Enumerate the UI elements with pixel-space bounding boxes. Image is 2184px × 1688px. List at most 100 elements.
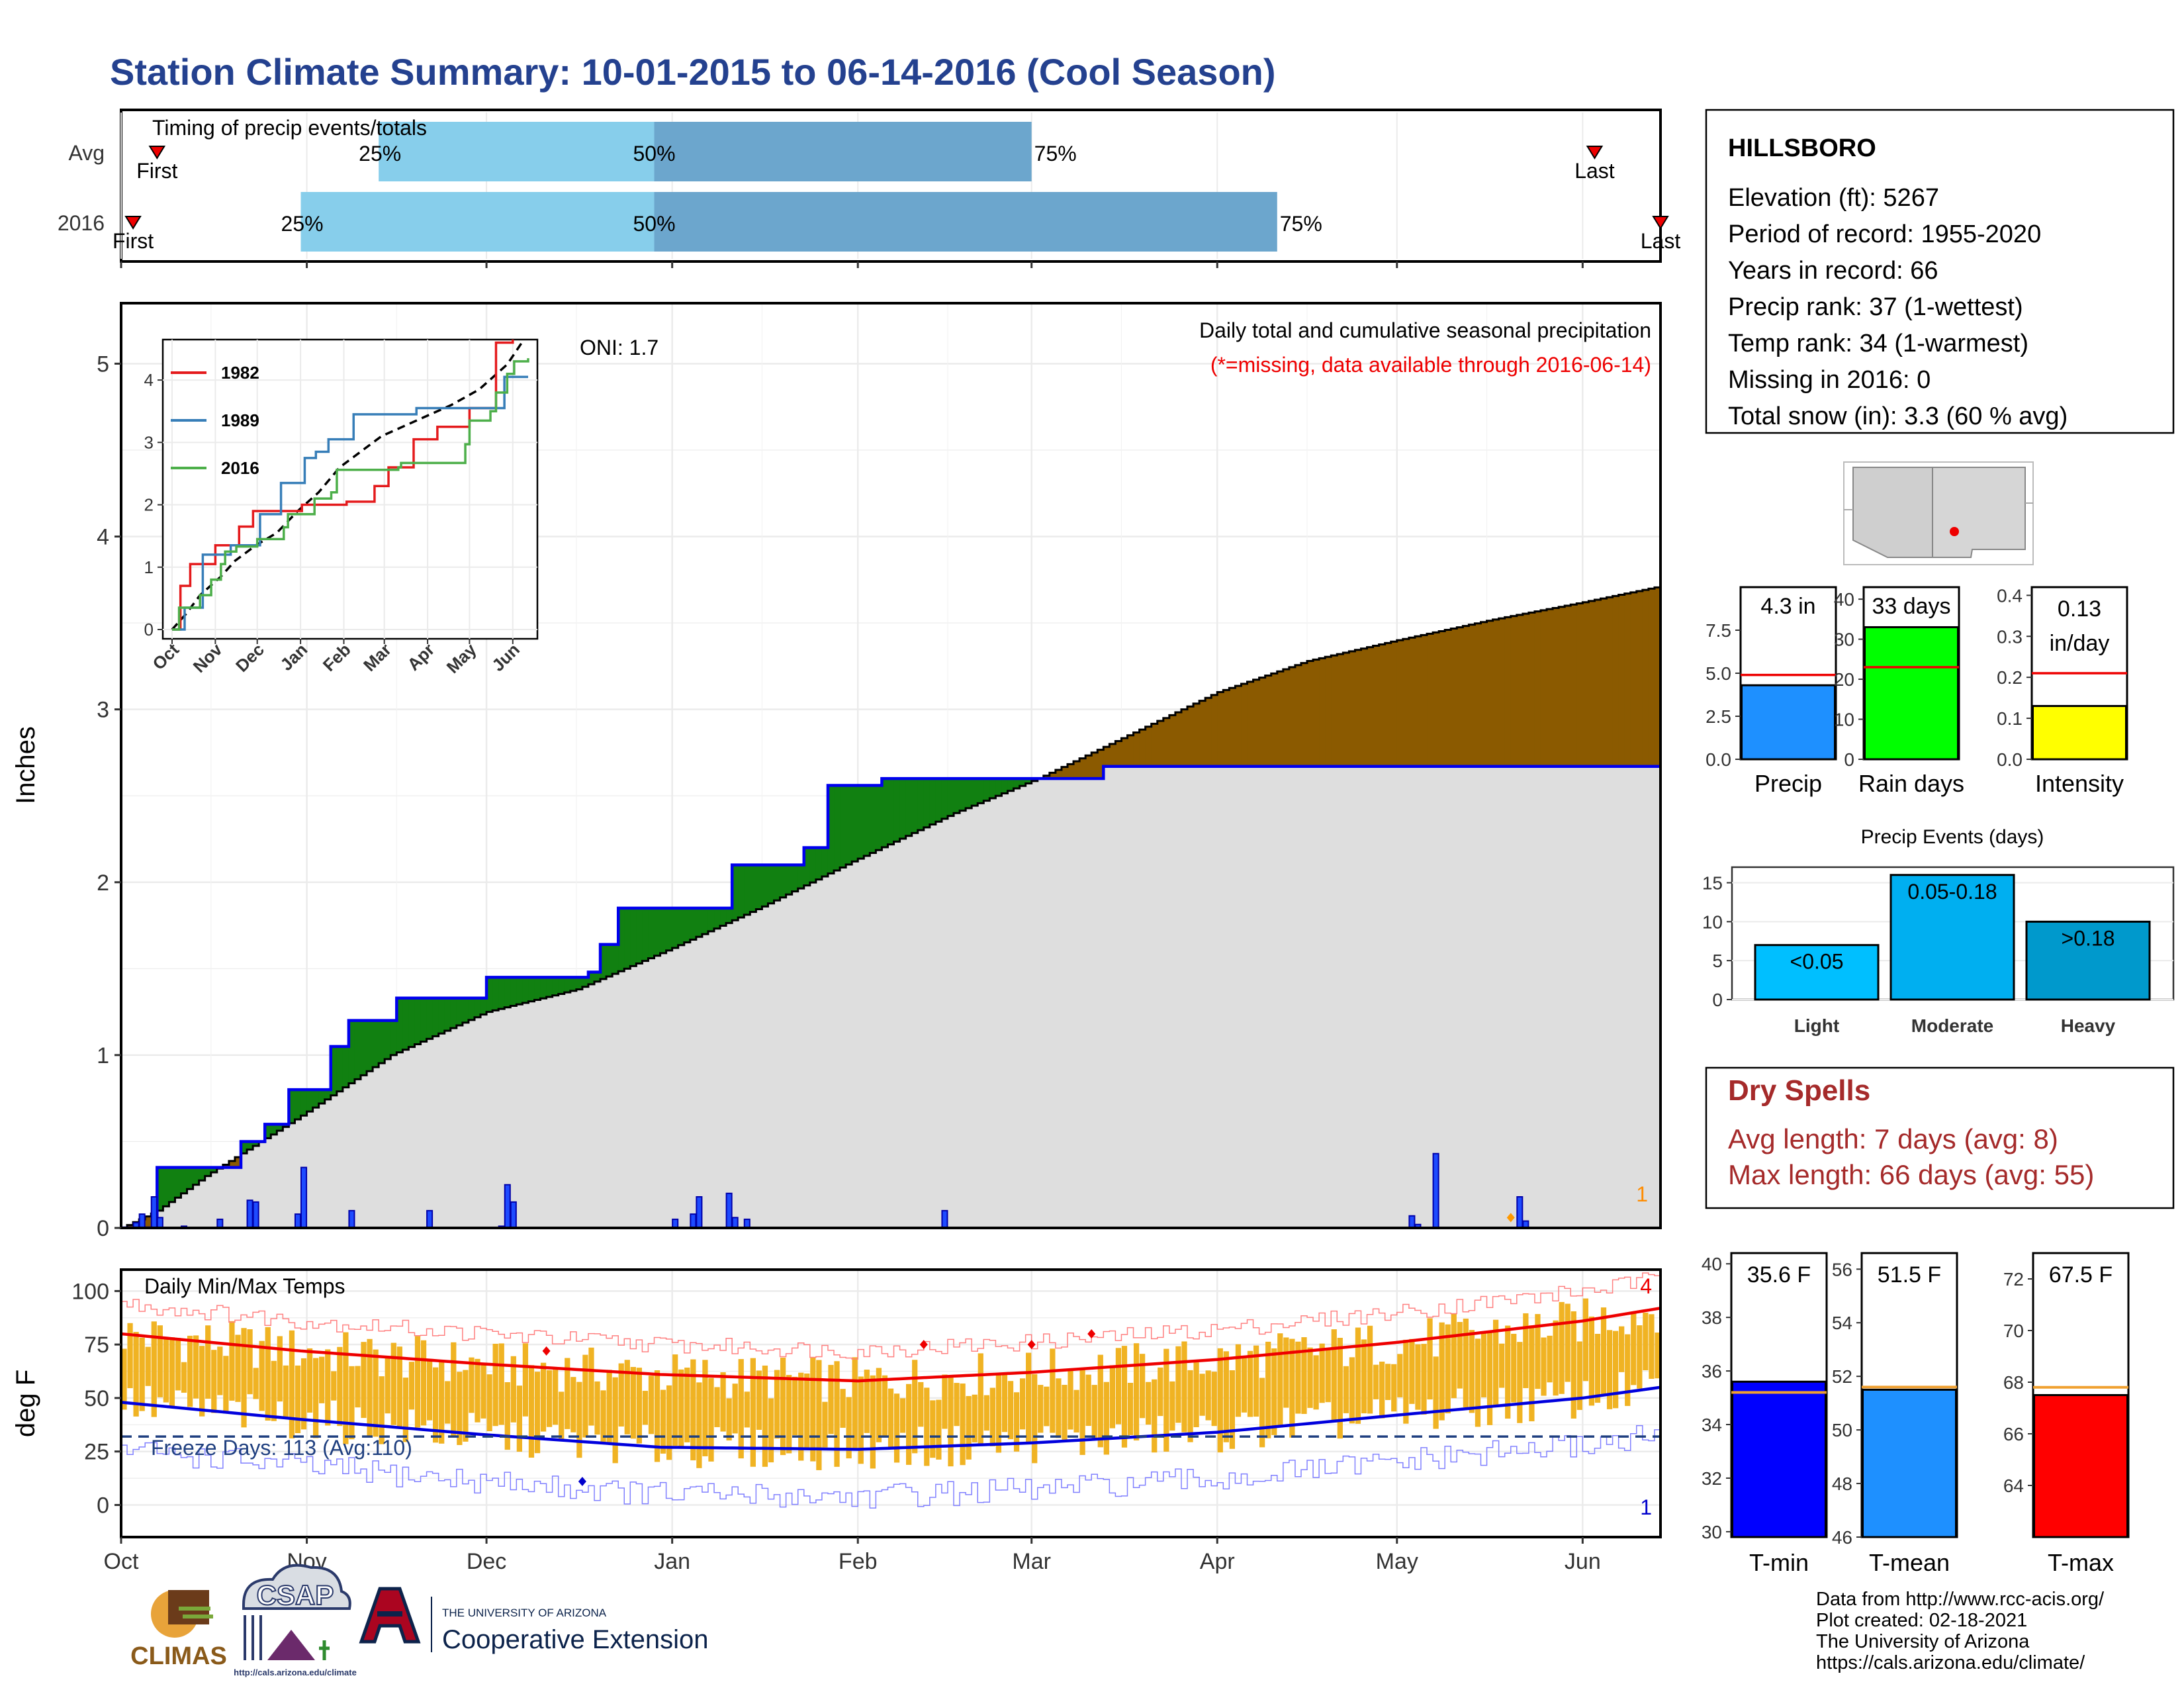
deficit-area — [1553, 608, 1559, 767]
surplus-area — [636, 908, 643, 964]
daily-temp-range-bar — [1331, 1329, 1337, 1423]
deficit-area — [1582, 602, 1589, 767]
surplus-area — [582, 977, 589, 987]
summary-bar-charts: 0.0 2.5 5.0 7.5 4.3 in Precip 0 10 20 30 40 33 days… — [1706, 585, 2128, 797]
daily-temp-range-bar — [960, 1383, 966, 1466]
deficit-area — [1618, 594, 1625, 767]
daily-temp-range-bar — [313, 1358, 319, 1438]
daily-temp-range-bar — [1127, 1382, 1134, 1435]
daily-temp-range-bar — [660, 1389, 666, 1454]
daily-temp-range-bar — [1475, 1338, 1481, 1427]
month-tick-label: Dec — [467, 1549, 506, 1574]
daily-precip-bar — [216, 1218, 224, 1228]
surplus-area — [821, 847, 829, 877]
surplus-area — [438, 998, 445, 1034]
summary-category-label: Intensity — [2035, 770, 2124, 797]
daily-temp-range-bar — [642, 1391, 649, 1425]
csap-cactus-icon — [319, 1640, 330, 1660]
daily-temp-range-bar — [325, 1349, 331, 1426]
daily-temp-range-bar — [1463, 1319, 1469, 1407]
daily-temp-range-bar — [1265, 1341, 1271, 1438]
csap-cloud-icon — [242, 1564, 351, 1610]
daily-temp-range-bar — [469, 1357, 475, 1413]
deficit-area — [1121, 738, 1128, 767]
daily-precip-bar — [156, 1217, 163, 1228]
daily-temp-range-bar — [1247, 1350, 1253, 1417]
surplus-area — [408, 998, 416, 1047]
surplus-area — [618, 908, 625, 972]
deficit-area — [1427, 633, 1433, 767]
daily-temp-range-bar — [983, 1395, 989, 1431]
surplus-area — [1007, 778, 1015, 791]
daily-temp-range-bar — [1565, 1303, 1570, 1382]
daily-temp-range-bar — [355, 1366, 361, 1408]
surplus-area — [792, 865, 799, 892]
credit-line: Plot created: 02-18-2021 — [1816, 1610, 2027, 1631]
daily-precip-bar — [300, 1166, 308, 1228]
daily-temp-range-bar — [1391, 1364, 1397, 1412]
surplus-area — [858, 785, 864, 859]
daily-temp-range-bar — [786, 1375, 792, 1454]
daily-temp-range-bar — [678, 1369, 684, 1449]
daily-temp-range-bar — [426, 1360, 433, 1421]
surplus-area — [600, 944, 607, 979]
daily-precip-bar — [294, 1213, 302, 1228]
daily-temp-range-bar — [1373, 1364, 1379, 1399]
daily-temp-range-bar — [768, 1398, 774, 1463]
surplus-area — [947, 778, 954, 816]
deficit-area — [1319, 658, 1326, 767]
summary-bar-1 — [1864, 626, 1959, 761]
daily-temp-range-bar — [1073, 1389, 1079, 1432]
summary-y-tick-label: 0.4 — [1997, 585, 2023, 606]
surplus-area — [306, 1090, 314, 1112]
new-mexico-shape — [1932, 467, 2026, 558]
credit-line: The University of Arizona — [1816, 1631, 2030, 1652]
timing-q25-q50-bar — [379, 122, 655, 181]
surplus-area — [336, 1046, 343, 1092]
daily-temp-range-bar — [1109, 1365, 1115, 1429]
summary-bar-2 — [2032, 705, 2127, 761]
month-tick-label: Jun — [1565, 1549, 1601, 1574]
deficit-area — [1630, 592, 1637, 767]
daily-temp-range-bar — [229, 1321, 235, 1401]
daily-temp-range-bar — [600, 1390, 606, 1444]
daily-temp-range-bar — [612, 1377, 618, 1464]
daily-temp-range-bar — [439, 1361, 445, 1444]
temp-summary-y-tick-label: 66 — [2003, 1424, 2024, 1444]
deficit-area — [1420, 635, 1428, 767]
daily-temp-range-bar — [1415, 1344, 1421, 1410]
deficit-area — [1253, 679, 1260, 767]
surplus-area — [163, 1167, 170, 1207]
events-bar-moderate — [1889, 874, 2015, 1001]
temp-y-tick-label: 0 — [97, 1493, 109, 1519]
daily-temp-range-bar — [223, 1356, 229, 1414]
surplus-area — [870, 785, 876, 853]
daily-precip-bar — [1691, 1188, 1696, 1228]
deficit-area — [1642, 590, 1649, 767]
dry-spells-frame — [1705, 1066, 2175, 1209]
daily-temp-range-bar — [498, 1343, 504, 1425]
surplus-area — [630, 908, 637, 966]
surplus-area — [995, 778, 1003, 796]
daily-temp-range-bar — [451, 1342, 457, 1436]
record-high-marker — [1087, 1329, 1096, 1338]
surplus-area — [696, 908, 703, 937]
daily-temp-range-bar — [1313, 1355, 1319, 1410]
university-of-arizona-logo: THE UNIVERSITY OF ARIZONA Cooperative Ex… — [359, 1587, 708, 1654]
daily-temp-range-bar — [1367, 1325, 1373, 1414]
daily-temp-range-bar — [1379, 1361, 1385, 1419]
surplus-area — [864, 785, 870, 856]
surplus-area — [330, 1046, 338, 1096]
daily-temp-range-bar — [966, 1395, 972, 1460]
daily-temp-range-bar — [463, 1370, 469, 1442]
daily-temp-range-bar — [516, 1385, 522, 1452]
daily-temp-range-bar — [1038, 1385, 1044, 1433]
surplus-area — [348, 1020, 355, 1084]
daily-precip-bar — [504, 1184, 511, 1228]
daily-precip-bar — [1733, 1219, 1738, 1228]
daily-temp-range-bar — [157, 1325, 163, 1397]
daily-temp-range-bar — [349, 1366, 355, 1440]
surplus-area — [444, 998, 451, 1031]
daily-temp-range-bar — [588, 1347, 594, 1426]
surplus-area — [840, 785, 846, 868]
